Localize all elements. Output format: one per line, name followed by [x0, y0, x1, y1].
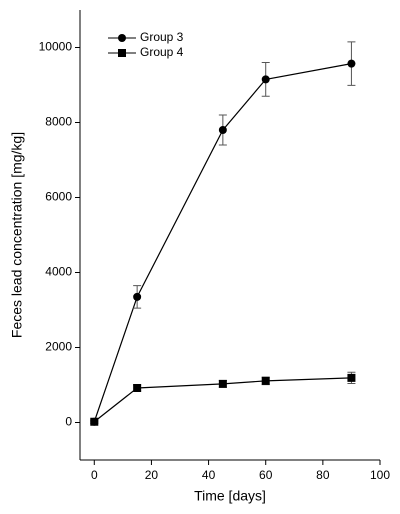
marker: [133, 292, 142, 301]
legend-label: Group 3: [140, 30, 184, 44]
x-tick-label: 40: [202, 468, 216, 482]
marker: [90, 417, 99, 426]
marker: [261, 376, 270, 385]
legend-label: Group 4: [140, 45, 184, 59]
x-tick-label: 20: [145, 468, 159, 482]
y-tick-label: 8000: [45, 115, 72, 129]
x-tick-label: 80: [316, 468, 330, 482]
legend-marker: [118, 49, 126, 57]
x-axis-title: Time [days]: [194, 488, 266, 504]
marker: [347, 59, 356, 68]
marker: [218, 379, 227, 388]
x-tick-label: 60: [259, 468, 273, 482]
marker: [347, 373, 356, 382]
marker: [133, 384, 142, 392]
marker: [218, 126, 227, 134]
y-axis-title: Feces lead concentration [mg/kg]: [9, 132, 25, 338]
y-tick-label: 2000: [45, 340, 72, 354]
x-tick-label: 100: [370, 468, 390, 482]
marker: [261, 75, 270, 84]
y-tick-label: 0: [65, 415, 72, 429]
legend-marker: [118, 34, 126, 42]
x-tick-label: 0: [91, 468, 98, 482]
y-tick-label: 10000: [39, 40, 73, 54]
y-tick-label: 4000: [45, 265, 72, 279]
y-tick-label: 6000: [45, 190, 72, 204]
